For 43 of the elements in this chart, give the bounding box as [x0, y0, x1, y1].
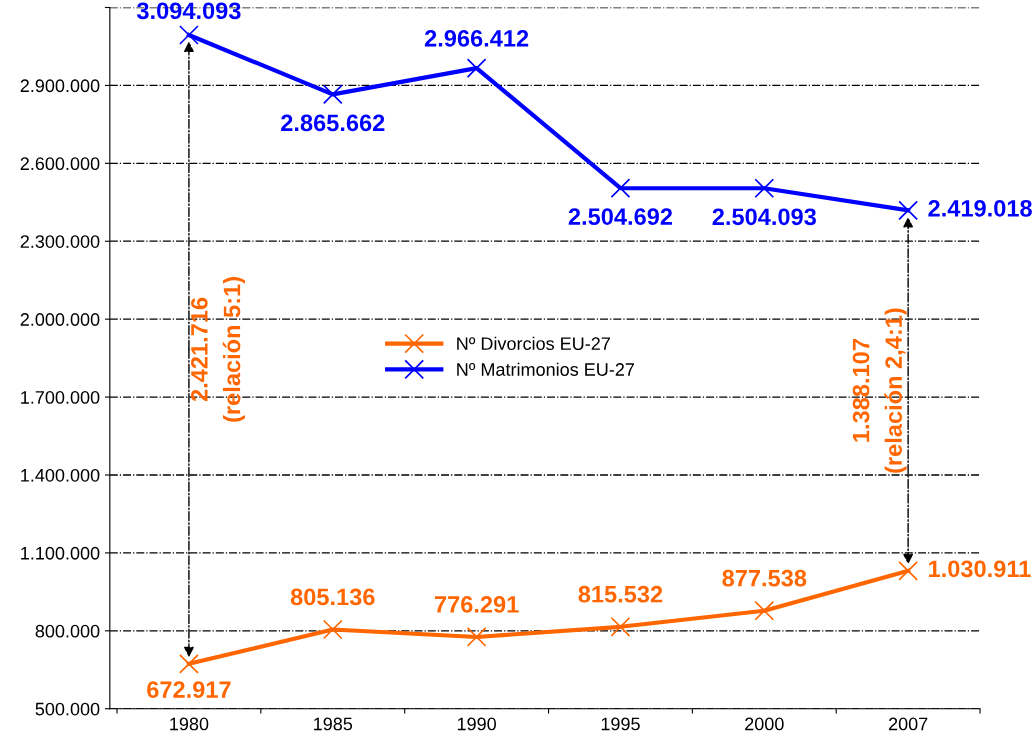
legend-label: Nº Matrimonios EU-27: [457, 362, 635, 376]
data-label: 2.504.692: [568, 208, 673, 225]
point: [322, 619, 343, 640]
point: [179, 25, 199, 45]
point: [898, 200, 918, 221]
data-label: 815.532: [578, 585, 663, 603]
point: [466, 58, 487, 79]
annotation: 1.388.107 (relación 2,4:1): [852, 308, 907, 473]
point: [898, 560, 918, 581]
data-label: 2.504.093: [712, 208, 816, 226]
point: [466, 627, 487, 647]
point: [610, 616, 631, 637]
x-tick-label: 2007: [888, 717, 928, 731]
x-tick-label: 2000: [745, 717, 784, 731]
x-tick-label: 1980: [170, 717, 209, 731]
y-tick-label: 2.600.000: [20, 157, 100, 171]
y-tick-label: 800.000: [35, 624, 100, 638]
data-label: 776.291: [434, 596, 519, 613]
data-label: 2.966.412: [424, 30, 529, 47]
data-label: 1.030.911: [929, 560, 1031, 578]
x-tick-label: 1990: [457, 717, 496, 731]
y-tick-label: 2.300.000: [20, 235, 100, 248]
point: [754, 178, 775, 199]
data-label: 877.538: [722, 569, 807, 587]
y-tick-label: 1.400.000: [21, 468, 100, 482]
point: [754, 600, 775, 621]
point: [179, 653, 199, 674]
y-tick-label: 500.000: [35, 702, 100, 716]
y-tick-label: 1.700.000: [21, 391, 100, 404]
x-tick-label: 1985: [314, 717, 353, 731]
data-label: 3.094.093: [136, 2, 241, 20]
y-tick-label: 2.000.000: [20, 313, 100, 326]
x-tick-label: 1995: [601, 717, 640, 731]
data-label: 672.917: [147, 681, 231, 698]
data-label: 2.419.018: [928, 199, 1032, 217]
point: [322, 84, 343, 105]
annotation: 2.421.716 (relación 5:1): [191, 277, 246, 422]
legend-label: Nº Divorcios EU-27: [457, 336, 610, 351]
y-tick-label: 1.100.000: [21, 546, 100, 560]
point: [610, 178, 631, 198]
y-tick-label: 2.900.000: [20, 79, 100, 93]
data-label: 805.136: [290, 588, 375, 606]
data-label: 2.865.662: [281, 114, 385, 132]
